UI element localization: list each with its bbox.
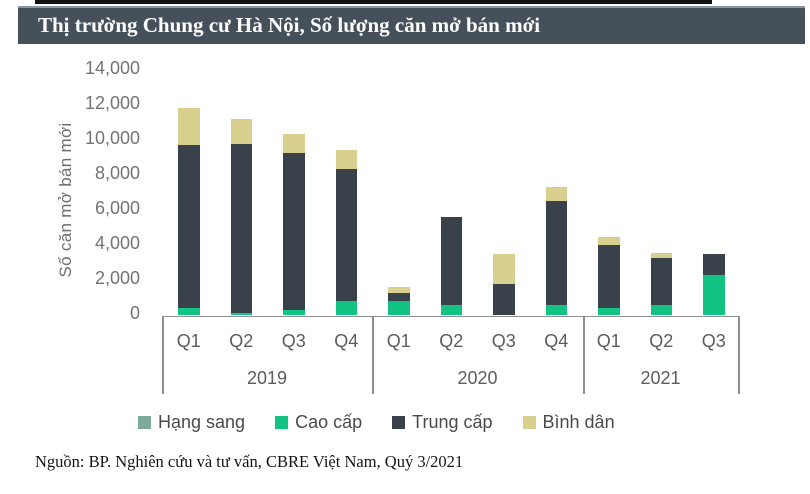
bar-segment xyxy=(545,201,567,305)
bar-segment xyxy=(493,254,515,284)
x-tick-label: Q4 xyxy=(334,331,359,351)
y-tick-label: 6,000 xyxy=(94,198,140,218)
year-group-label: 2021 xyxy=(640,368,681,388)
bar-segment xyxy=(650,304,672,316)
x-tick-label: Q4 xyxy=(544,331,569,351)
x-tick-label: Q2 xyxy=(439,331,464,351)
legend-swatch-icon xyxy=(275,416,289,429)
y-tick-label: 8,000 xyxy=(94,162,140,183)
bar-segment xyxy=(703,254,725,276)
y-tick-label: 4,000 xyxy=(94,233,140,254)
legend-swatch-icon xyxy=(138,416,151,429)
legend-item: Hạng sang xyxy=(138,412,245,433)
chart-title: Thị trường Chung cư Hà Nội, Số lượng căn… xyxy=(38,13,541,37)
bar-segment xyxy=(493,283,515,316)
chart-title-bar: Thị trường Chung cư Hà Nội, Số lượng căn… xyxy=(18,6,805,44)
x-axis-line xyxy=(162,315,738,317)
bar-segment xyxy=(388,292,410,302)
x-tick-label: Q3 xyxy=(491,331,516,351)
group-separator-line xyxy=(583,315,585,394)
legend: Hạng sang Cao cấp Trung cấp Bình dân xyxy=(138,412,615,433)
bar-segment xyxy=(440,217,462,305)
y-tick-label: 14,000 xyxy=(84,57,140,78)
legend-item: Trung cấp xyxy=(392,412,493,433)
x-tick-label: Q1 xyxy=(386,331,411,351)
bar-segment xyxy=(283,310,305,316)
bar-segment xyxy=(230,118,252,144)
bar-segment xyxy=(335,149,357,169)
legend-swatch-icon xyxy=(522,416,536,429)
bar-segment xyxy=(650,253,672,258)
year-group-label: 2020 xyxy=(457,368,498,388)
bar-segment xyxy=(440,304,462,316)
bar-segment xyxy=(388,301,410,316)
x-tick-label: Q3 xyxy=(701,331,726,351)
group-separator-line xyxy=(372,315,374,394)
legend-label: Bình dân xyxy=(542,412,615,432)
x-tick-label: Q1 xyxy=(596,331,621,351)
bar-segment xyxy=(598,307,620,316)
bar-segment xyxy=(545,304,567,316)
legend-item: Cao cấp xyxy=(275,412,362,433)
bar-segment xyxy=(283,153,305,311)
y-tick-label: 12,000 xyxy=(84,92,140,113)
y-tick-label: 10,000 xyxy=(84,127,140,148)
legend-label: Hạng sang xyxy=(158,412,246,432)
bar-segment xyxy=(598,236,620,246)
bar-segment xyxy=(545,187,567,202)
bar-segment xyxy=(178,145,200,309)
legend-label: Trung cấp xyxy=(412,412,493,432)
bar-segment xyxy=(388,287,410,293)
bar-segment xyxy=(335,168,357,302)
bar-segment xyxy=(178,308,200,316)
group-separator-line xyxy=(162,315,164,394)
bar-segment xyxy=(703,275,725,316)
y-tick-label: 0 xyxy=(129,303,140,324)
top-border-strip xyxy=(35,0,712,4)
x-tick-label: Q1 xyxy=(176,331,201,351)
legend-label: Cao cấp xyxy=(295,412,363,432)
bar-segment xyxy=(283,133,305,154)
group-separator-line xyxy=(738,315,740,394)
bar-segment xyxy=(230,143,252,313)
bar-segment xyxy=(650,257,672,305)
bar-segment xyxy=(598,245,620,308)
x-tick-label: Q3 xyxy=(281,331,306,351)
bar-segment xyxy=(178,108,200,146)
y-tick-label: 2,000 xyxy=(94,268,140,289)
bar-segment xyxy=(335,301,357,316)
bar-segment xyxy=(230,312,252,316)
x-tick-label: Q2 xyxy=(229,331,254,351)
x-tick-label: Q2 xyxy=(649,331,674,351)
legend-item: Bình dân xyxy=(522,412,615,433)
year-group-label: 2019 xyxy=(246,368,288,388)
source-note: Nguồn: BP. Nghiên cứu và tư vấn, CBRE Vi… xyxy=(35,452,464,471)
legend-swatch-icon xyxy=(392,416,406,429)
